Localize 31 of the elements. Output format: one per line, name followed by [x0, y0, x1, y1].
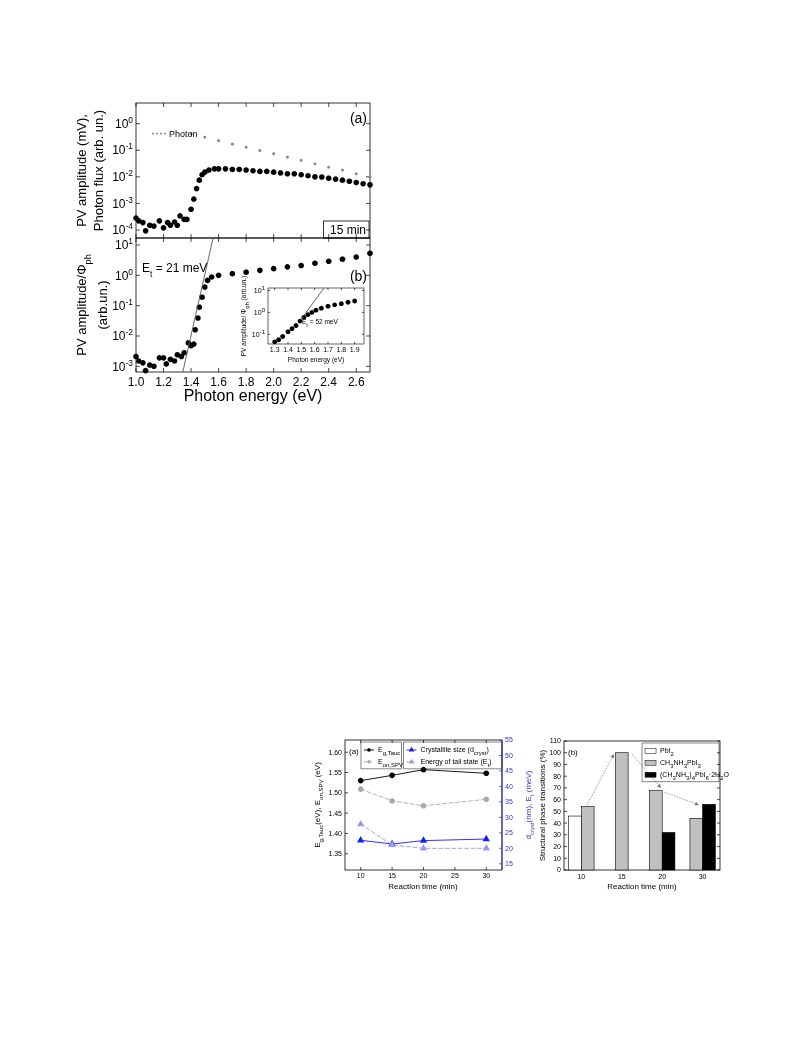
legend-label: Photon	[169, 128, 198, 139]
x-axis-title: Reaction time (min)	[607, 882, 678, 891]
y-tick-label: 10$^{0}$	[114, 266, 134, 283]
y-tick-label: 10$^{-3}$	[112, 194, 134, 211]
annotation: (a)	[349, 110, 367, 126]
x-axis-title: Photon energy (eV)	[183, 387, 323, 404]
annotation: (b)	[568, 748, 579, 757]
y-tick-label: 10$^{-4}$	[112, 221, 134, 238]
x-tick-label: 1.2	[155, 375, 173, 390]
annotation: E$_{t}$ = 21 meV	[142, 261, 208, 279]
x-tick-label: 2.0	[265, 375, 283, 390]
annotation: (b)	[349, 268, 367, 284]
annotation: 15 min	[329, 223, 366, 237]
y-tick-label: 10$^{1}$	[114, 236, 134, 253]
x-tick-label: 1.0	[127, 375, 145, 390]
x-tick-label: 1.8	[237, 375, 255, 390]
x-tick-label: 1.6	[210, 375, 228, 390]
y-tick-label: 10$^{-1}$	[112, 141, 134, 158]
y-tick-label: 10$^{-2}$	[112, 168, 134, 185]
x-axis-title: Reaction time (min)	[388, 882, 459, 891]
y-tick-label: 10$^{0}$	[114, 114, 134, 131]
y-axis-title: PV amplitude (mV), Photon flux (arb. un.)	[74, 109, 106, 232]
y-tick-label: 10$^{-2}$	[112, 327, 134, 344]
y-tick-label: 10$^{-3}$	[112, 357, 134, 374]
y-axis-title: Structural phase transitions (%)	[538, 749, 547, 862]
y-tick-label: 10$^{-1}$	[112, 296, 134, 313]
x-tick-label: 2.4	[320, 375, 338, 390]
x-tick-label: 1.4	[182, 375, 200, 390]
x-tick-label: 2.2	[292, 375, 310, 390]
x-tick-label: 2.6	[347, 375, 365, 390]
annotation: (a)	[349, 747, 360, 756]
